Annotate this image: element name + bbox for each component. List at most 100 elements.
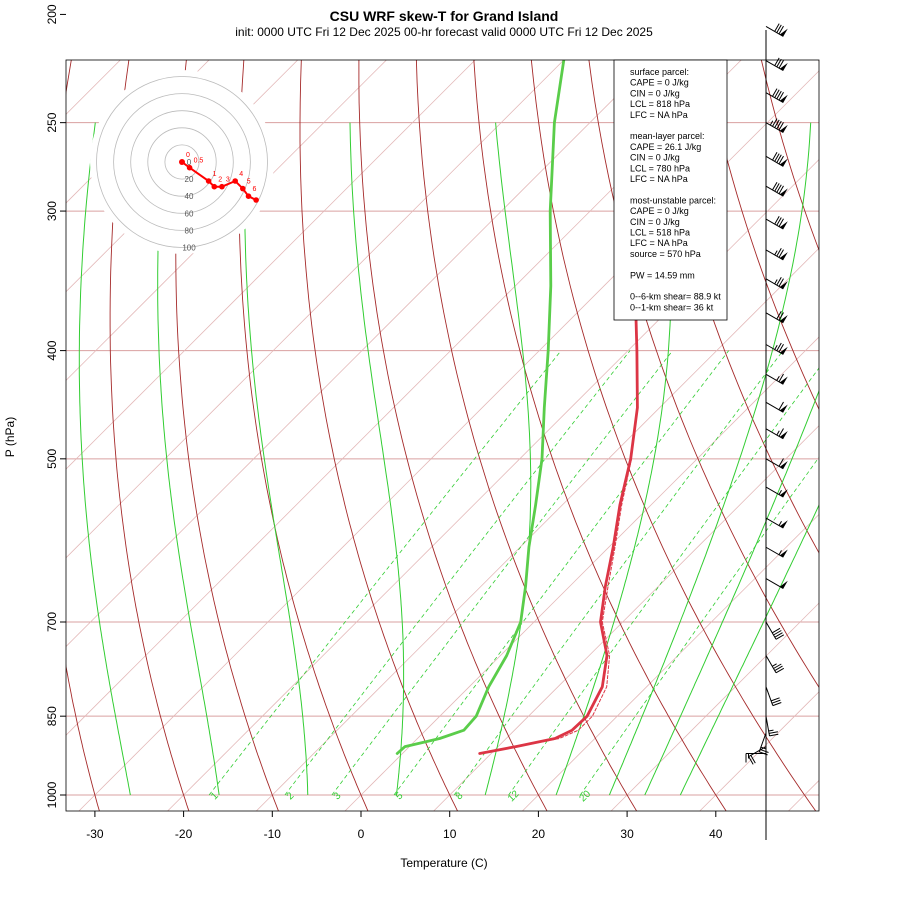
sounding-profiles: [395, 60, 639, 755]
wind-barb-shaft: [765, 344, 784, 355]
plot-frame: [65, 59, 820, 812]
wind-barb-flag: [778, 343, 784, 353]
wind-barb-shaft: [765, 458, 784, 470]
wind-barb-pennant: [779, 158, 788, 167]
wind-barb-flag: [778, 249, 784, 258]
isotherm-line: [66, 60, 476, 470]
x-axis-label: Temperature (C): [400, 856, 487, 870]
hodograph-point: [205, 178, 212, 184]
dry-adiabat: [299, 60, 459, 811]
info-box-line: CIN = 0 J/kg: [630, 153, 680, 163]
wind-barb-shaft: [758, 732, 767, 752]
hodograph-ring-label: 20: [185, 175, 194, 184]
wind-barb-pennant: [779, 221, 788, 230]
wind-barb-flag: [774, 183, 780, 192]
mixing-ratio-line: [284, 350, 631, 796]
wind-barb-flag: [772, 702, 782, 707]
info-box-line: source = 570 hPa: [630, 249, 701, 259]
hodograph-ring: [113, 93, 251, 231]
x-tick-label: 30: [620, 827, 634, 841]
wind-barb-flag: [750, 755, 756, 764]
wind-barb: [765, 88, 788, 104]
wind-barb-shaft: [765, 373, 784, 385]
wind-barb-flag: [778, 401, 784, 411]
wind-barb: [765, 248, 788, 261]
x-tick-label: -30: [86, 827, 104, 841]
hodograph-height-label: 6: [253, 186, 257, 193]
wind-barb-flag: [759, 748, 769, 753]
hodograph-height-label: 2: [218, 177, 222, 184]
x-tick-label: 0: [358, 827, 365, 841]
wind-barb: [765, 342, 788, 355]
wind-barb-flag: [778, 458, 784, 467]
wind-barb: [765, 310, 788, 324]
x-tick-label: 20: [532, 827, 546, 841]
wind-barb-pennant: [779, 28, 788, 37]
wind-barb-flag: [774, 23, 780, 32]
info-box-line: mean-layer parcel:: [630, 131, 705, 141]
wind-barb-half-flag: [774, 279, 778, 285]
wind-barb-half-flag: [769, 120, 774, 126]
moist-adiabat: [679, 504, 819, 796]
isotherm-line: [699, 691, 819, 811]
wind-barb-flag: [778, 60, 784, 69]
wind-barb-pennant: [779, 520, 788, 529]
hodograph-point: [253, 197, 259, 203]
wind-barb-shaft: [748, 746, 767, 758]
wind-barb-flag: [773, 663, 782, 669]
moist-adiabat: [608, 122, 812, 796]
wind-barb-pennant: [779, 62, 788, 71]
mixing-ratio-label: 12: [506, 788, 522, 804]
info-box-line: CIN = 0 J/kg: [630, 217, 680, 227]
temperature-profile: [478, 60, 639, 755]
isotherm-line: [870, 0, 900, 819]
wind-barb-half-flag: [776, 375, 780, 381]
dry-adiabat: [760, 60, 819, 252]
p-tick-label: 700: [45, 612, 59, 632]
dry-adiabat: [66, 60, 100, 811]
wind-barb-flag: [776, 310, 782, 320]
wind-barb: [748, 746, 767, 765]
wind-barb: [765, 517, 788, 529]
wind-barb-flag: [776, 58, 782, 68]
wind-barb-flag: [778, 428, 784, 437]
moist-adiabat: [78, 122, 131, 796]
hodograph-point: [186, 164, 193, 171]
wind-barb-pennant: [779, 580, 788, 589]
wind-barb-shaft: [765, 92, 784, 104]
moist-adiabat: [157, 122, 220, 796]
info-box-line: most-unstable parcel:: [630, 195, 716, 205]
wind-barb-pennant: [779, 188, 788, 197]
isotherm-line: [167, 159, 819, 811]
p-tick-label: 400: [45, 340, 59, 360]
wind-barb-pennant: [779, 346, 788, 355]
wind-barb-flag: [778, 122, 784, 131]
wind-barb-shaft: [765, 312, 784, 324]
hodograph-point: [219, 183, 225, 190]
mixing-ratio-label: 3: [332, 790, 344, 802]
wind-barb: [765, 578, 788, 590]
dry-adiabat: [358, 60, 548, 811]
info-box-line: LFC = NA hPa: [630, 110, 688, 120]
wind-barb-shaft: [765, 60, 784, 72]
moist-adiabat: [644, 389, 819, 796]
wind-barb-half-flag: [776, 430, 780, 436]
wind-barb-shaft: [765, 218, 784, 230]
isotherm-line: [78, 70, 819, 811]
wind-barb-flag: [772, 627, 781, 634]
chart-title: CSU WRF skew-T for Grand Island: [330, 8, 559, 24]
wind-barb: [765, 181, 788, 197]
hodograph-ring: [96, 76, 268, 248]
p-tick-label: 200: [45, 4, 59, 24]
wind-barb-shaft: [765, 122, 784, 134]
mixing-ratio-line: [208, 350, 562, 796]
hodograph-point: [240, 185, 246, 192]
info-box-line: CAPE = 0 J/kg: [630, 78, 689, 88]
wind-barb-shaft: [765, 621, 777, 640]
p-tick-label: 850: [45, 706, 59, 726]
wind-barb-shaft: [765, 578, 784, 590]
mixing-ratio-label: 1: [209, 790, 221, 802]
